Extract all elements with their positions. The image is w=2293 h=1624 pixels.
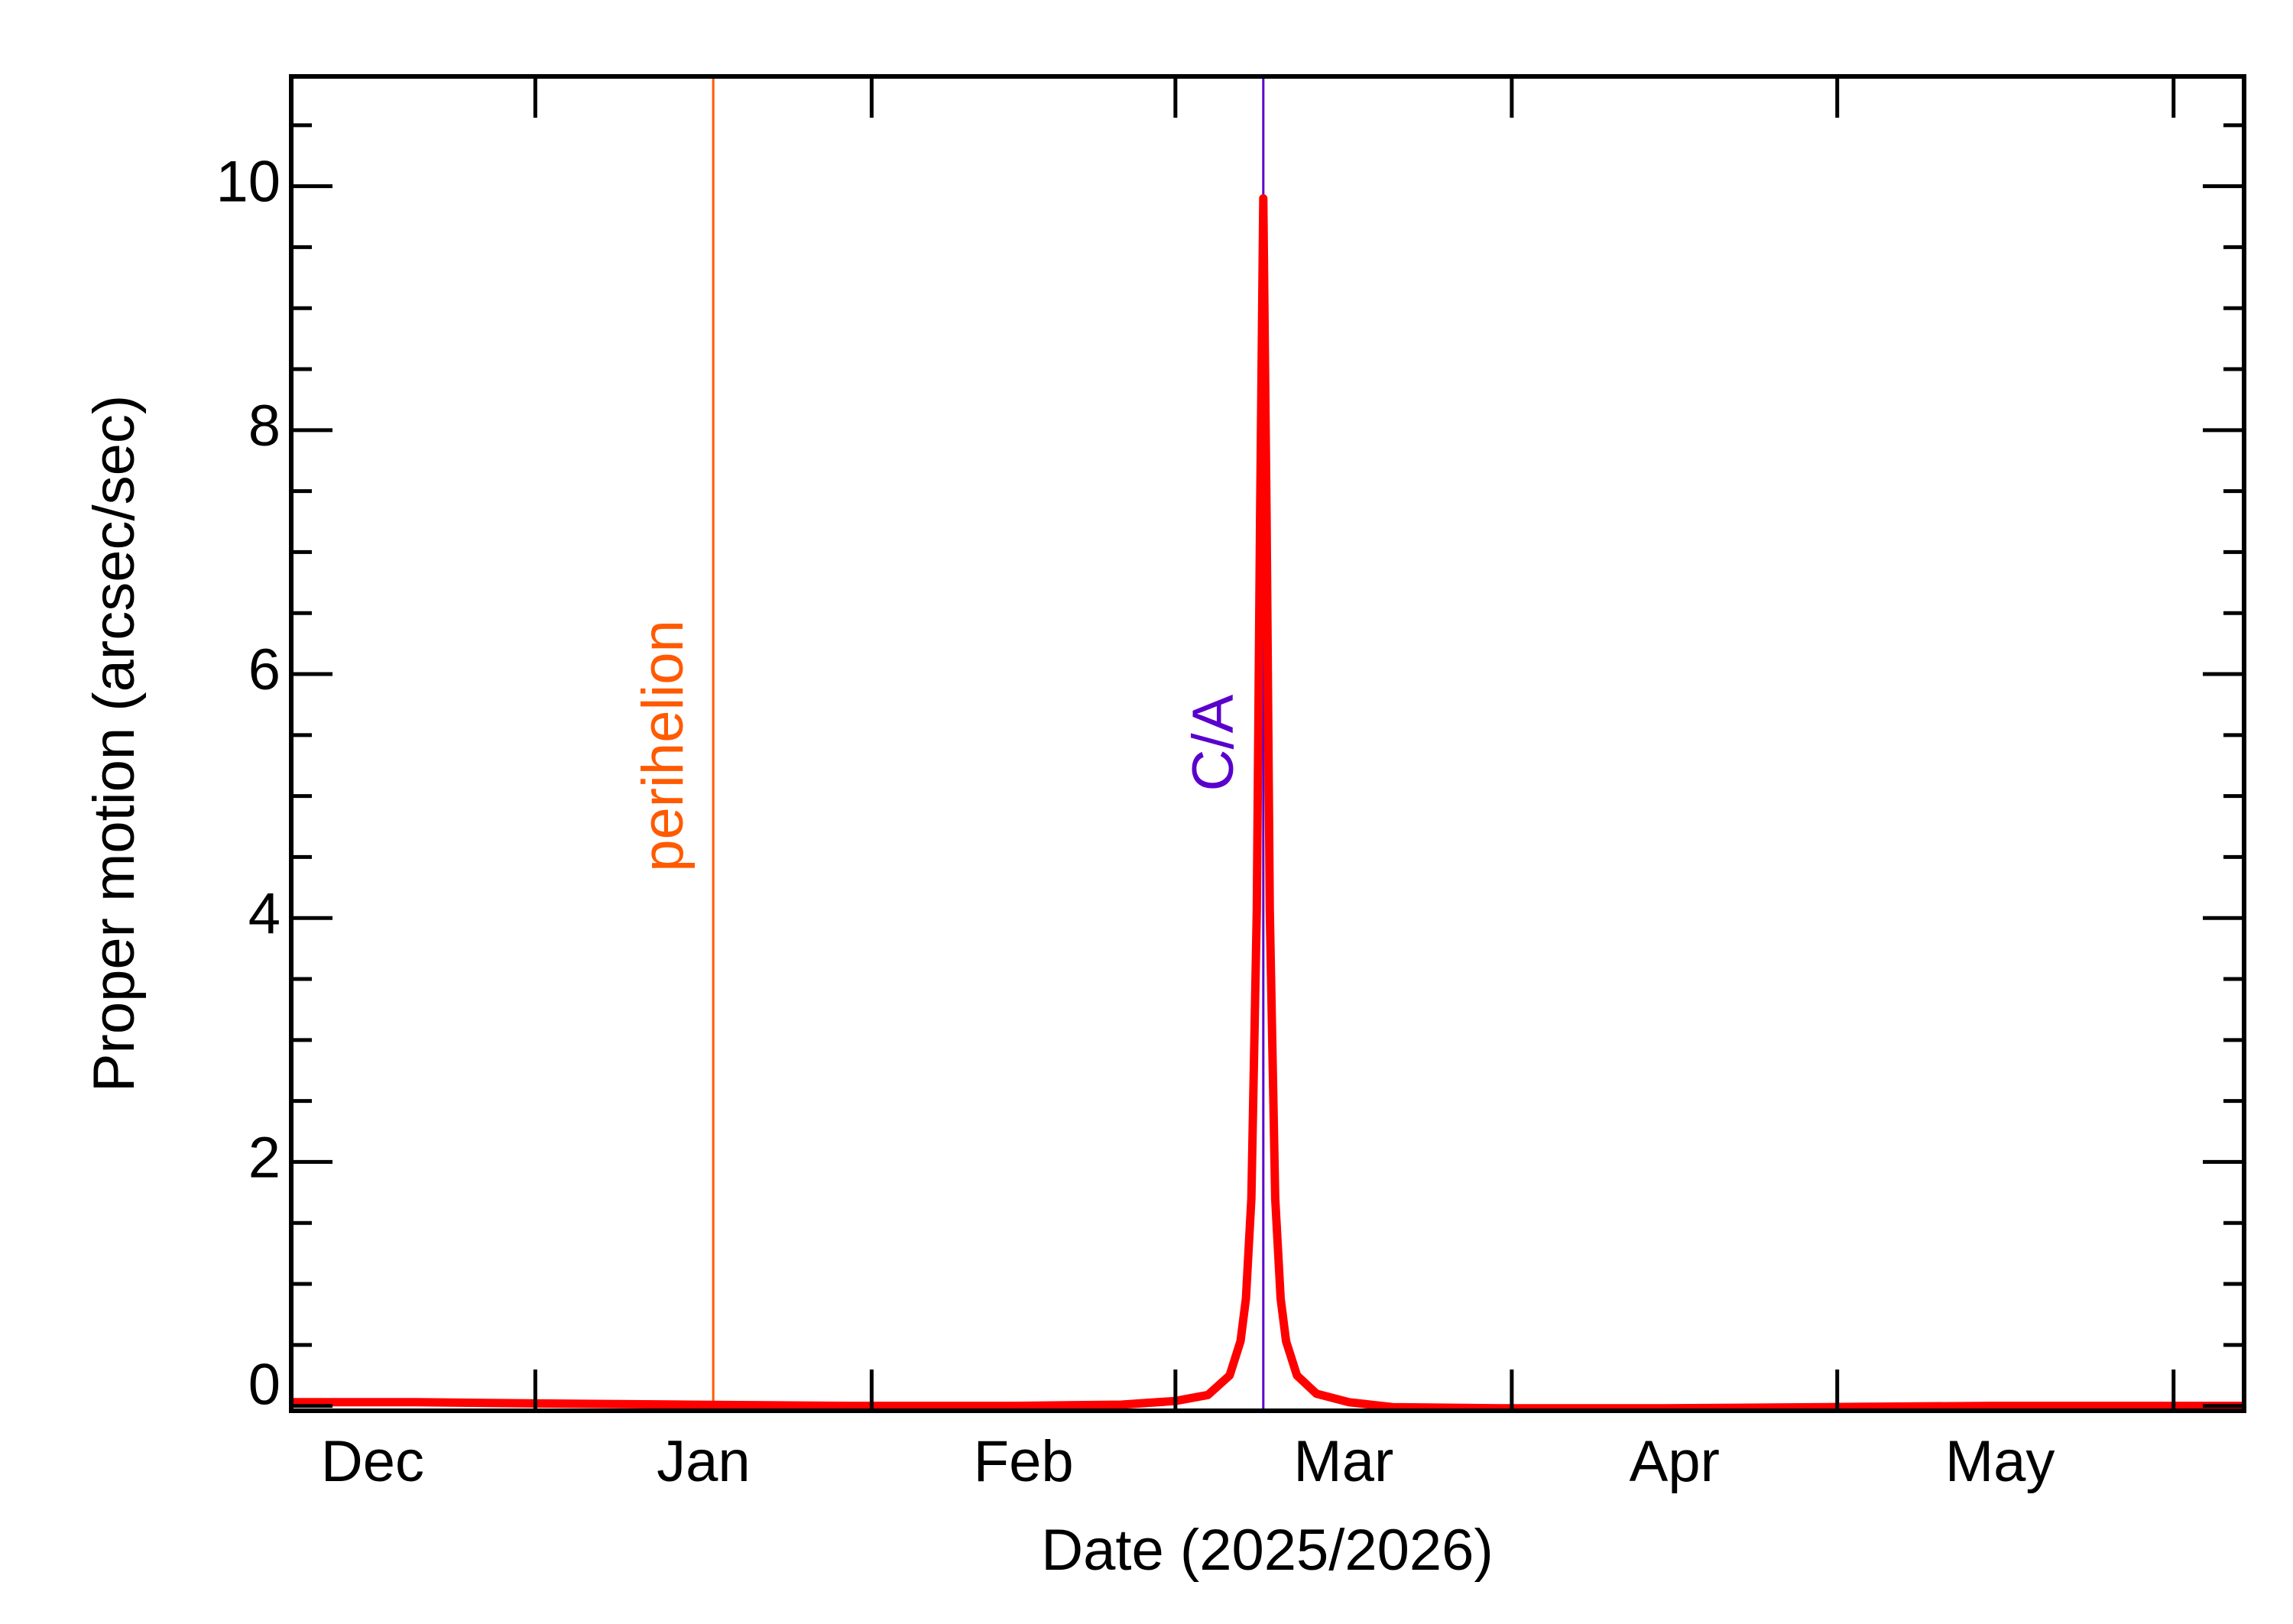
x-tick-label: Feb — [974, 1429, 1074, 1494]
x-tick-label: Apr — [1630, 1429, 1720, 1494]
x-axis-title: Date (2025/2026) — [1041, 1518, 1494, 1583]
reference-label: perihelion — [631, 620, 696, 872]
y-tick-label: 8 — [248, 394, 281, 459]
data-line — [291, 194, 2244, 1413]
y-tick-label: 2 — [248, 1125, 281, 1190]
y-tick-label: 6 — [248, 637, 281, 702]
y-tick-label: 4 — [248, 881, 281, 946]
y-axis-title: Proper motion (arcsec/sec) — [82, 395, 147, 1092]
reference-label: C/A — [1181, 694, 1246, 791]
plot-frame — [289, 74, 2246, 1413]
x-tick-label: Mar — [1293, 1429, 1393, 1494]
y-tick-label: 0 — [248, 1353, 281, 1418]
y-tick-label: 10 — [216, 150, 281, 215]
x-tick-label: May — [1945, 1429, 2055, 1494]
x-tick-label: Jan — [657, 1429, 751, 1494]
x-tick-label: Dec — [321, 1429, 424, 1494]
